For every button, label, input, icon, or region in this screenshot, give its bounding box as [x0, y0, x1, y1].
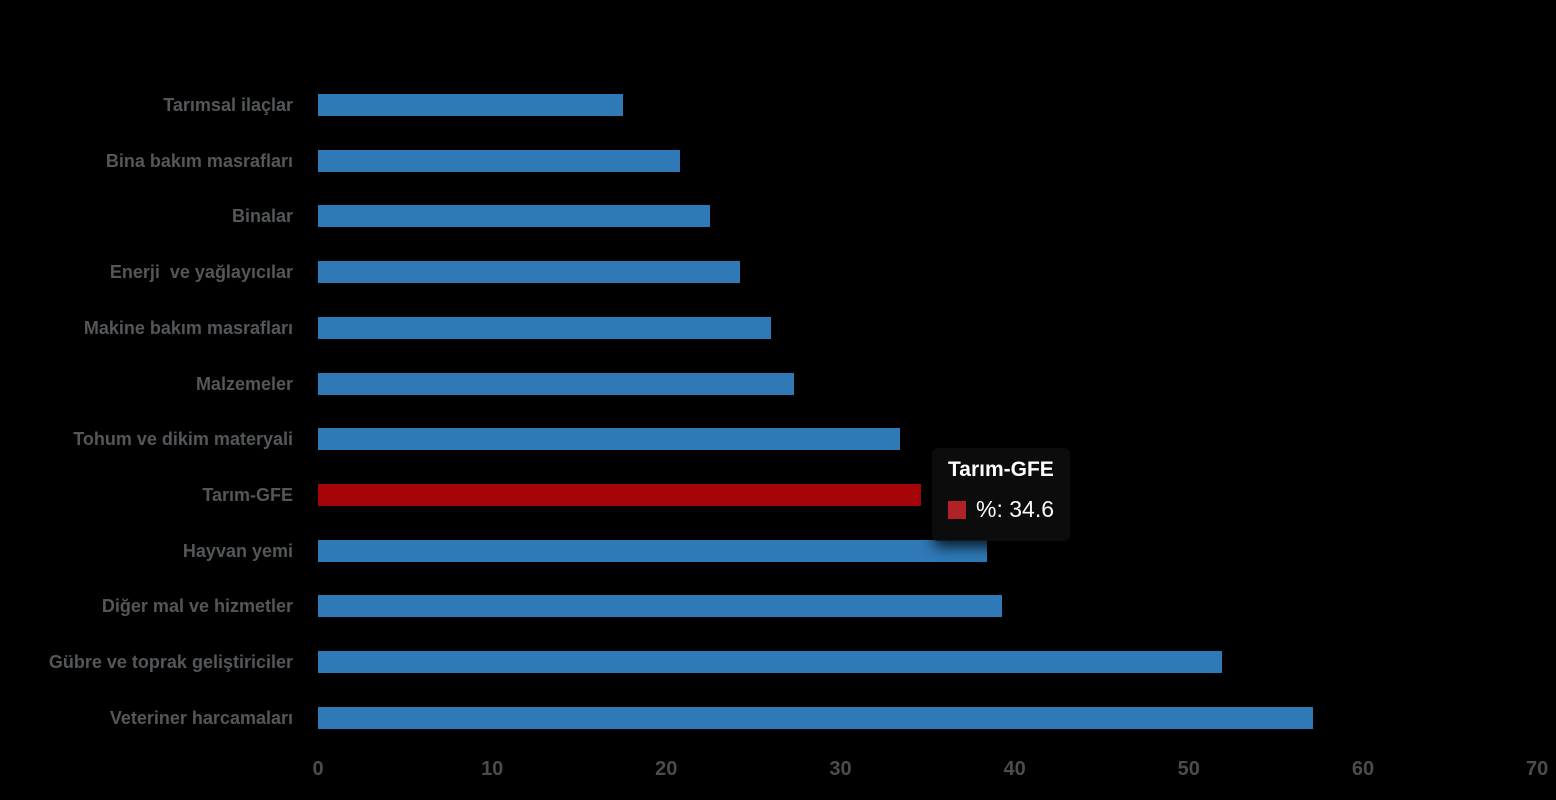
category-label: Hayvan yemi	[182, 540, 293, 561]
x-tick-label: 20	[655, 758, 678, 780]
bar-row: Bina bakım masrafları	[0, 149, 1556, 172]
bar[interactable]	[318, 205, 710, 228]
category-label: Tarım-GFE	[202, 484, 293, 505]
category-label: Gübre ve toprak geliştiriciler	[48, 652, 293, 672]
bar[interactable]	[318, 706, 1313, 729]
tooltip-value: %: 34.6	[976, 496, 1054, 522]
bar-row: Tohum ve dikim materyali	[0, 428, 1556, 451]
category-label: Bina bakım masrafları	[105, 150, 293, 171]
bar[interactable]	[318, 428, 900, 451]
x-tick-label: 50	[1177, 758, 1200, 780]
tooltip: Tarım-GFE %: 34.6	[932, 448, 1070, 541]
bar[interactable]	[318, 651, 1222, 673]
x-tick-label: 40	[1003, 758, 1026, 780]
bar-row: Tarımsal ilaçlar	[0, 94, 1556, 116]
bar[interactable]	[318, 261, 740, 284]
bar[interactable]	[318, 595, 1003, 618]
bar[interactable]	[318, 316, 771, 339]
x-tick-label: 70	[1525, 758, 1549, 780]
category-label: Veteriner harcamaları	[109, 707, 293, 728]
category-label: Diğer mal ve hizmetler	[101, 596, 293, 617]
x-tick-label: 60	[1351, 758, 1375, 780]
category-label: Tarımsal ilaçlar	[163, 95, 293, 115]
bar-row: Malzemeler	[0, 372, 1556, 395]
x-tick-label: 10	[481, 758, 504, 780]
category-label: Makine bakım masrafları	[83, 317, 293, 338]
tooltip-series-swatch-icon	[948, 500, 966, 519]
bar[interactable]	[318, 149, 681, 172]
category-label: Malzemeler	[195, 373, 293, 394]
bar-row: Gübre ve toprak geliştiriciler	[0, 651, 1556, 673]
bar[interactable]	[318, 94, 623, 116]
bar-row: Binalar	[0, 205, 1556, 228]
x-tick-label: 30	[829, 758, 852, 780]
bar-row: Hayvan yemi	[0, 539, 1556, 562]
bar-highlighted[interactable]	[318, 483, 921, 506]
category-label: Enerji ve yağlayıcılar	[109, 262, 293, 283]
category-label: Tohum ve dikim materyali	[73, 429, 293, 450]
tooltip-title: Tarım-GFE	[948, 458, 1054, 481]
category-label: Binalar	[231, 206, 293, 227]
bar-row: Veteriner harcamaları	[0, 706, 1556, 729]
bar[interactable]	[318, 539, 987, 562]
bar-row: Enerji ve yağlayıcılar	[0, 261, 1556, 284]
x-tick-label: 0	[312, 758, 324, 780]
bar-row: Makine bakım masrafları	[0, 316, 1556, 339]
tooltip-row: %: 34.6	[948, 496, 1054, 523]
bar[interactable]	[318, 372, 794, 395]
bar-row: Tarım-GFE	[0, 483, 1556, 506]
bar-row: Diğer mal ve hizmetler	[0, 595, 1556, 618]
